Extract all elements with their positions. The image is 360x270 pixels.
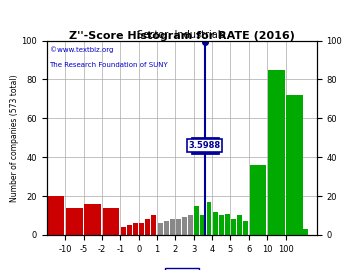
- Bar: [152, 215, 156, 235]
- Bar: [300, 229, 308, 235]
- Bar: [182, 217, 187, 235]
- Bar: [188, 215, 193, 235]
- Bar: [207, 202, 211, 235]
- Text: ©www.textbiz.org: ©www.textbiz.org: [50, 46, 113, 53]
- Bar: [231, 219, 236, 235]
- Bar: [201, 215, 206, 235]
- Bar: [145, 219, 150, 235]
- Bar: [225, 214, 230, 235]
- Bar: [158, 223, 163, 235]
- Bar: [243, 221, 248, 235]
- Bar: [121, 227, 126, 235]
- Bar: [133, 223, 138, 235]
- Bar: [103, 208, 120, 235]
- Bar: [85, 204, 101, 235]
- Y-axis label: Number of companies (573 total): Number of companies (573 total): [10, 74, 19, 201]
- Bar: [237, 215, 242, 235]
- Bar: [268, 70, 285, 235]
- Text: Sector: Industrials: Sector: Industrials: [138, 29, 226, 39]
- Bar: [48, 196, 64, 235]
- Bar: [176, 219, 181, 235]
- Bar: [66, 208, 82, 235]
- Bar: [213, 212, 218, 235]
- Bar: [287, 95, 303, 235]
- Bar: [250, 165, 266, 235]
- Bar: [139, 223, 144, 235]
- Text: The Research Foundation of SUNY: The Research Foundation of SUNY: [50, 62, 168, 68]
- Bar: [164, 221, 169, 235]
- Title: Z''-Score Histogram for RATE (2016): Z''-Score Histogram for RATE (2016): [69, 31, 295, 40]
- Bar: [127, 225, 132, 235]
- Text: 3.5988: 3.5988: [189, 141, 221, 150]
- Bar: [219, 215, 224, 235]
- Bar: [170, 219, 175, 235]
- Bar: [194, 206, 199, 235]
